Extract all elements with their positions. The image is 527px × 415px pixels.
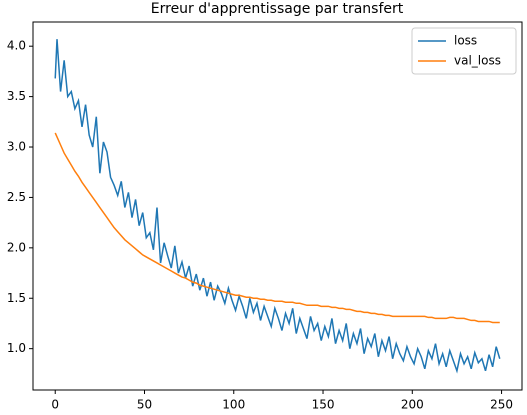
x-tick-label: 0 bbox=[51, 398, 59, 412]
x-tick-label: 50 bbox=[137, 398, 152, 412]
x-tick-label: 100 bbox=[222, 398, 245, 412]
legend-label: loss bbox=[454, 34, 477, 48]
y-tick-label: 1.0 bbox=[7, 341, 26, 355]
y-tick-label: 2.5 bbox=[7, 190, 26, 204]
axes-frame bbox=[32, 21, 523, 391]
line-series bbox=[54, 39, 501, 374]
y-tick-label: 1.5 bbox=[7, 291, 26, 305]
chart-title: Erreur d'apprentissage par transfert bbox=[151, 1, 404, 17]
legend-box bbox=[411, 27, 517, 75]
y-tick-label: 3.5 bbox=[7, 89, 26, 103]
x-tick-label: 250 bbox=[490, 398, 513, 412]
y-tick-label: 4.0 bbox=[7, 39, 26, 53]
line-series bbox=[54, 132, 500, 324]
y-tick-label: 3.0 bbox=[7, 140, 26, 154]
y-tick-label: 2.0 bbox=[7, 240, 26, 254]
legend-label: val_loss bbox=[454, 54, 501, 68]
x-tick-label: 200 bbox=[401, 398, 424, 412]
legend: loss val_loss bbox=[411, 27, 517, 75]
x-tick-label: 150 bbox=[312, 398, 335, 412]
